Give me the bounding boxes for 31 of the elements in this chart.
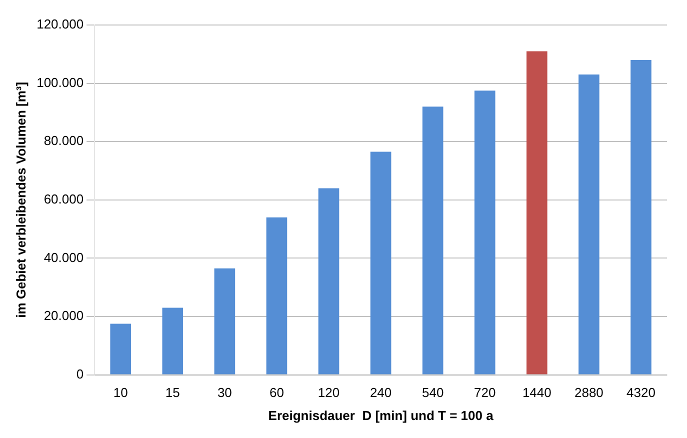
y-tick-label: 100.000 (36, 74, 84, 90)
bar (266, 217, 288, 374)
x-tick-label: 2880 (574, 385, 604, 400)
y-tick-label: 80.000 (44, 133, 84, 148)
y-tick-label: 120.000 (36, 16, 84, 32)
x-axis-title: Ereignisdauer D [min] und T = 100 a (268, 408, 494, 423)
x-tick-label: 15 (165, 385, 180, 400)
bar (578, 74, 600, 374)
y-tick-label: 40.000 (44, 250, 84, 265)
bar (526, 51, 548, 374)
bar (318, 188, 340, 374)
y-tick-label: 60.000 (44, 191, 84, 206)
y-tick-label: 0 (76, 366, 84, 382)
bar (474, 90, 496, 374)
x-tick-label: 120 (318, 385, 340, 400)
x-tick-label: 30 (217, 385, 232, 400)
x-tick-label: 1440 (522, 385, 552, 400)
bar (162, 308, 184, 374)
bar (630, 60, 652, 374)
x-tick-label: 240 (370, 385, 392, 400)
x-tick-label: 540 (422, 385, 444, 400)
bar (422, 106, 444, 374)
y-axis-title: im Gebiet verbleibendes Volumen [m³] (13, 82, 28, 318)
x-tick-label: 10 (113, 385, 128, 400)
x-tick-label: 720 (474, 385, 496, 400)
bar (110, 324, 132, 374)
y-tick-label: 20.000 (44, 308, 84, 324)
x-tick-label: 4320 (626, 385, 656, 400)
bar (370, 152, 392, 374)
x-tick-label: 60 (269, 385, 284, 400)
bar (214, 268, 236, 374)
